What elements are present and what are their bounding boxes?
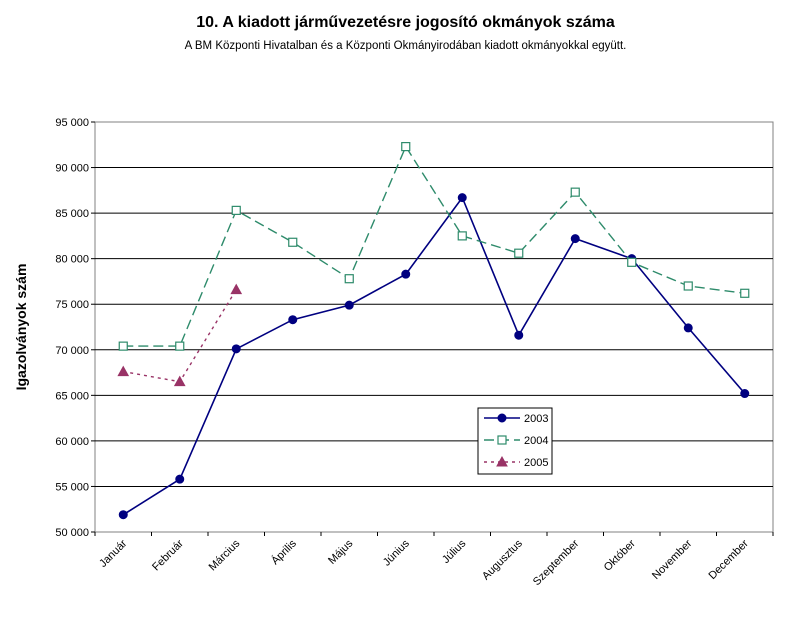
data-point [118, 341, 128, 351]
data-point [175, 341, 185, 351]
data-point [683, 281, 693, 291]
y-tick-label: 80 000 [55, 254, 89, 266]
data-point [230, 283, 243, 295]
x-axis-ticks: Január Február Március Április Május Június Jú… [94, 532, 774, 588]
y-tick-label: 95 000 [55, 117, 89, 129]
y-axis-ticks: 50 000 55 000 60 000 65 000 70 000 75 000 80 0… [55, 117, 95, 539]
legend-label: 2004 [524, 435, 548, 447]
y-tick-label: 55 000 [55, 481, 89, 493]
grid-lines [95, 167, 773, 487]
x-tick-label: Május [326, 537, 356, 567]
x-tick-label: Július [440, 537, 469, 566]
series-group [117, 142, 750, 520]
legend-box [477, 407, 553, 475]
x-tick-label: Április [268, 537, 299, 568]
data-point [175, 474, 185, 484]
data-point [173, 375, 186, 387]
data-point [344, 300, 354, 310]
data-point [570, 187, 580, 197]
x-tick-label: Október [602, 537, 638, 573]
chart-subtitle: A BM Központi Hivatalban és a Központi O… [184, 40, 627, 52]
legend-label: 2003 [524, 413, 548, 425]
x-tick-label: November [650, 537, 695, 582]
chart-title: 10. A kiadott járművezetésre jogosító ok… [196, 14, 615, 31]
data-point [496, 455, 508, 467]
data-point [288, 237, 298, 247]
data-point [231, 344, 241, 354]
legend: 2003 2004 2005 [477, 407, 553, 475]
plot-area [94, 121, 774, 533]
data-point [117, 365, 130, 377]
y-tick-label: 70 000 [55, 345, 89, 357]
x-tick-label: Szeptember [531, 537, 582, 588]
y-tick-label: 90 000 [55, 163, 89, 175]
data-point [457, 231, 467, 241]
data-point [514, 248, 524, 258]
series-line-2003 [122, 195, 746, 516]
x-tick-label: Március [207, 537, 243, 573]
legend-label: 2005 [524, 457, 548, 469]
data-point [288, 315, 298, 325]
y-tick-label: 50 000 [55, 527, 89, 539]
data-point [740, 389, 750, 399]
y-tick-label: 65 000 [55, 390, 89, 402]
data-point [683, 323, 693, 333]
x-tick-label: December [707, 537, 752, 582]
data-point [627, 257, 637, 267]
data-point [570, 234, 580, 244]
x-tick-label: Január [97, 537, 130, 570]
y-tick-label: 60 000 [55, 436, 89, 448]
x-tick-label: Június [381, 537, 412, 568]
data-point [344, 274, 354, 284]
data-point [497, 435, 507, 445]
data-point [514, 330, 524, 340]
y-tick-label: 85 000 [55, 208, 89, 220]
data-point [497, 413, 507, 423]
data-point [401, 142, 411, 152]
y-tick-label: 75 000 [55, 299, 89, 311]
y-axis-label: Igazolványok szám [13, 264, 29, 391]
x-tick-label: Február [150, 537, 186, 573]
data-point [457, 193, 467, 203]
data-point [231, 205, 241, 215]
data-point [740, 288, 750, 298]
data-point [401, 269, 411, 279]
x-tick-label: Augusztus [480, 537, 525, 582]
series-line-2004 [123, 145, 745, 347]
data-point [118, 510, 128, 520]
